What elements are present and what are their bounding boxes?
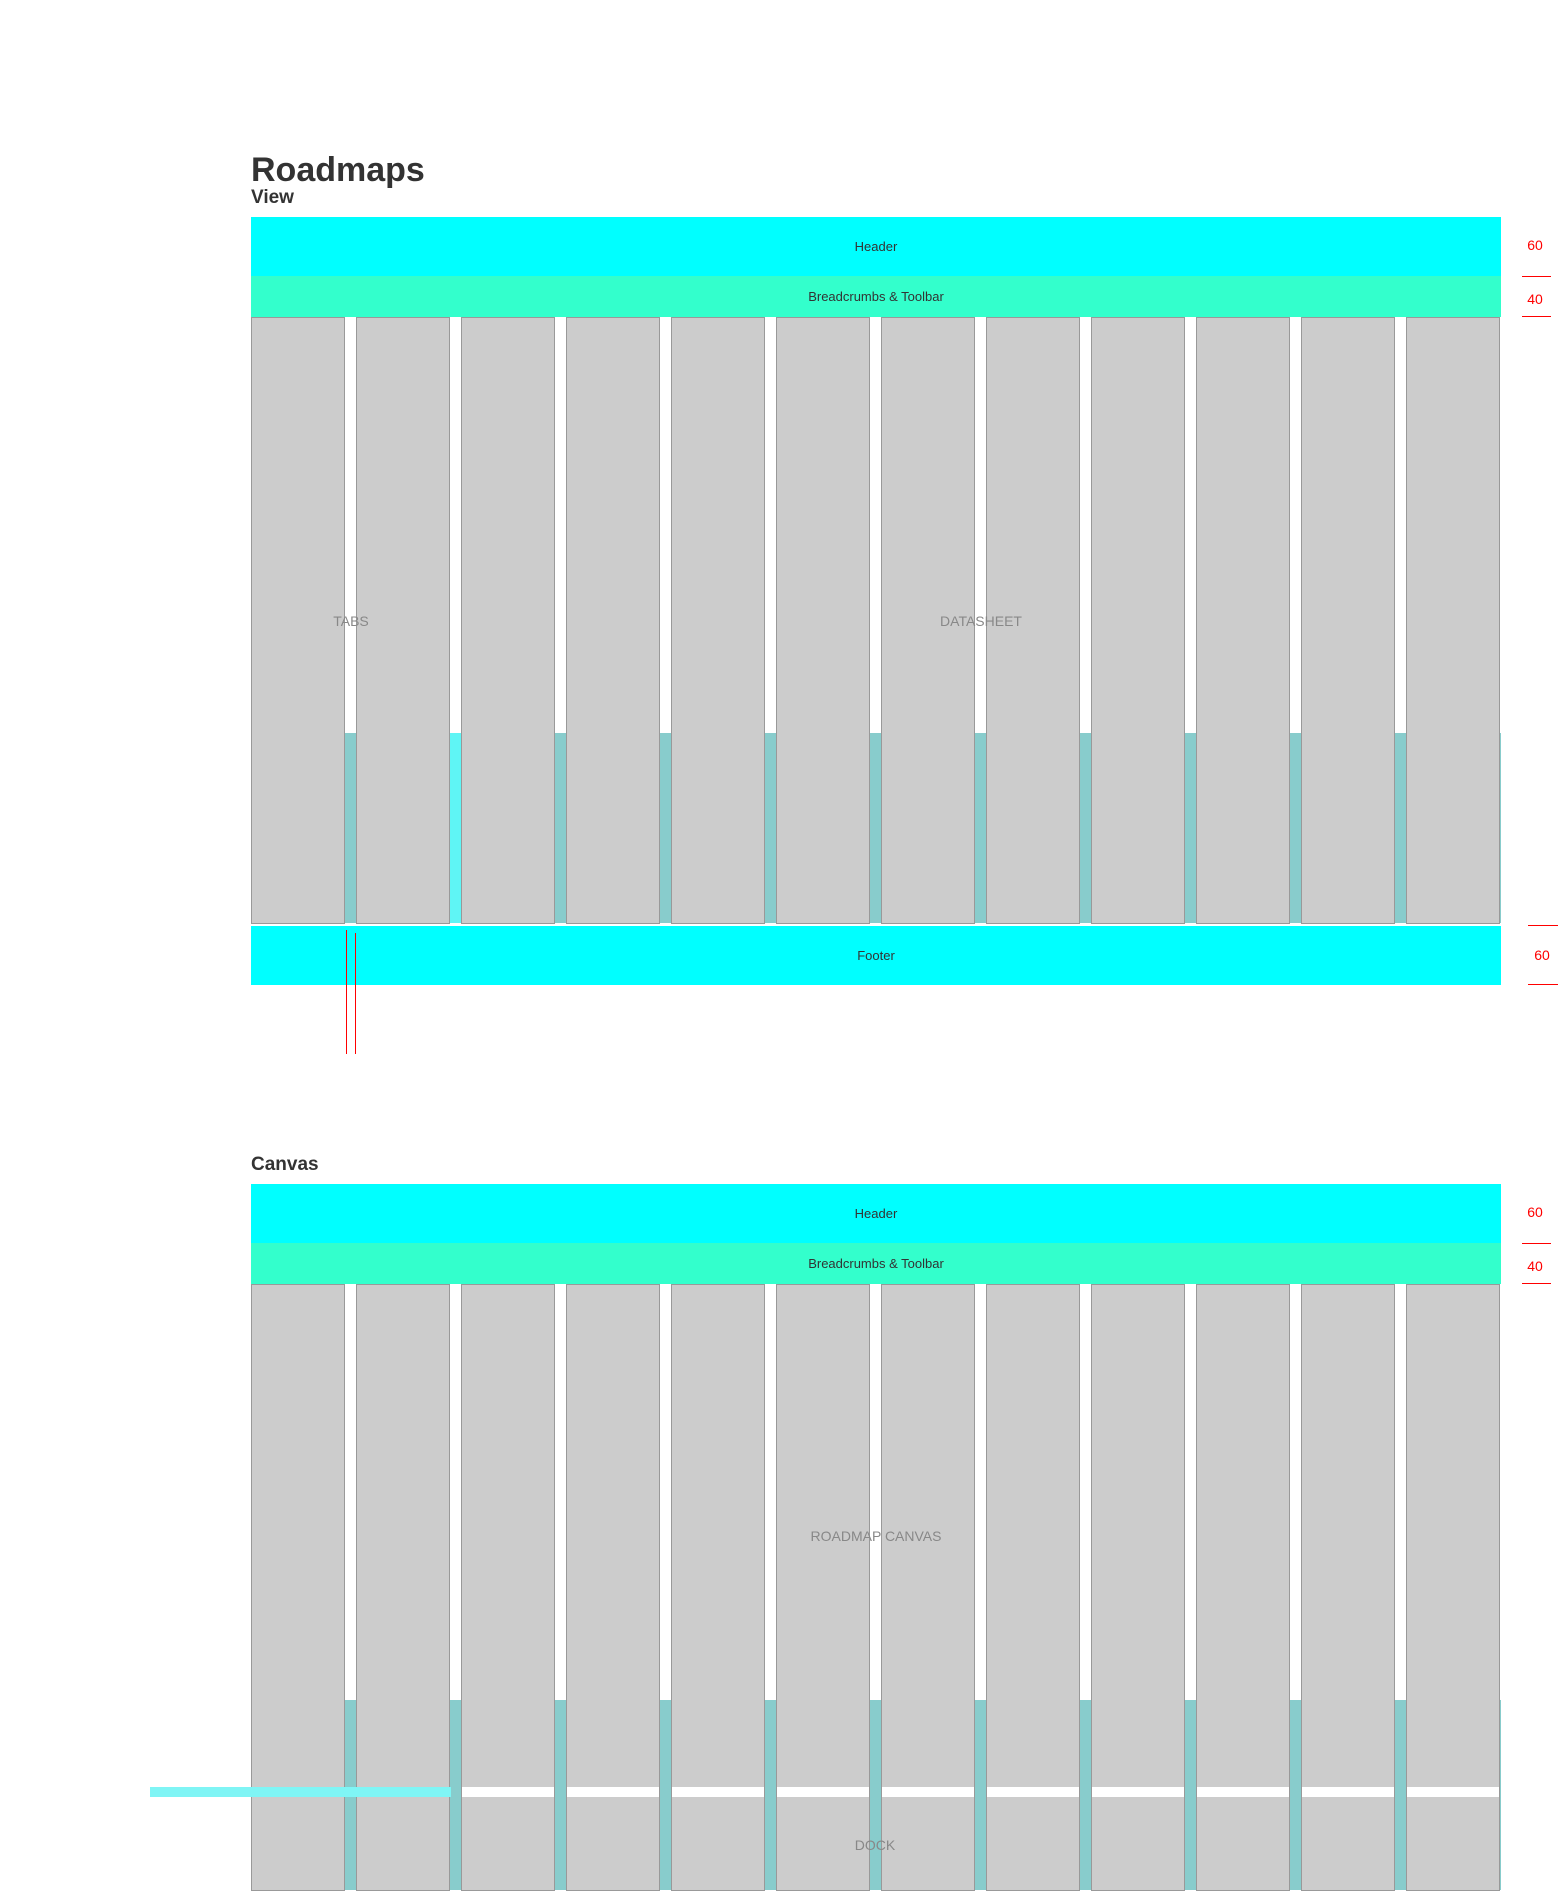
view-column-3 bbox=[461, 317, 555, 924]
view-column-5 bbox=[671, 317, 765, 924]
view-footer-label: Footer bbox=[857, 948, 895, 963]
view-breadcrumbs-dimension-line bbox=[1522, 316, 1551, 317]
view-column-9 bbox=[1091, 317, 1185, 924]
canvas-column-2 bbox=[356, 1284, 450, 1891]
dock-divider-segment bbox=[777, 1787, 869, 1797]
dock-divider-segment bbox=[1302, 1787, 1394, 1797]
canvas-column-6 bbox=[776, 1284, 870, 1891]
view-footer-top-dimension-line bbox=[1528, 925, 1558, 926]
view-column-11 bbox=[1301, 317, 1395, 924]
view-footer-region: Footer bbox=[251, 926, 1501, 985]
canvas-breadcrumbs-dimension-line bbox=[1522, 1283, 1551, 1284]
view-header-height-label: 60 bbox=[1527, 237, 1543, 253]
view-tabs-divider bbox=[450, 317, 461, 733]
dock-divider-segment bbox=[567, 1787, 659, 1797]
dock-divider-segment bbox=[672, 1787, 764, 1797]
canvas-header-height-label: 60 bbox=[1527, 1204, 1543, 1220]
dock-divider-segment bbox=[882, 1787, 974, 1797]
view-datasheet-label: DATASHEET bbox=[940, 613, 1022, 629]
page-title: Roadmaps bbox=[251, 151, 425, 189]
view-gutter-marker-left bbox=[346, 930, 347, 1054]
canvas-column-3 bbox=[461, 1284, 555, 1891]
view-column-12 bbox=[1406, 317, 1500, 924]
view-column-10 bbox=[1196, 317, 1290, 924]
view-header-region: Header bbox=[251, 217, 1501, 276]
canvas-column-10 bbox=[1196, 1284, 1290, 1891]
dock-divider-segment bbox=[1197, 1787, 1289, 1797]
canvas-column-12 bbox=[1406, 1284, 1500, 1891]
canvas-column-9 bbox=[1091, 1284, 1185, 1891]
view-footer-bottom-dimension-line bbox=[1528, 984, 1558, 985]
canvas-column-11 bbox=[1301, 1284, 1395, 1891]
canvas-column-7 bbox=[881, 1284, 975, 1891]
view-breadcrumbs-height-label: 40 bbox=[1527, 291, 1543, 307]
canvas-column-8 bbox=[986, 1284, 1080, 1891]
view-column-8 bbox=[986, 317, 1080, 924]
view-section-title: View bbox=[251, 187, 294, 208]
canvas-header-label: Header bbox=[854, 1206, 898, 1221]
canvas-column-4 bbox=[566, 1284, 660, 1891]
canvas-section-title: Canvas bbox=[251, 1154, 319, 1175]
view-column-1 bbox=[251, 317, 345, 924]
canvas-column-5 bbox=[671, 1284, 765, 1891]
dock-divider-segment bbox=[1092, 1787, 1184, 1797]
canvas-gutter-band bbox=[251, 1700, 1501, 1890]
view-header-label: Header bbox=[854, 239, 898, 254]
dock-divider-segment bbox=[987, 1787, 1079, 1797]
view-breadcrumbs-label: Breadcrumbs & Toolbar bbox=[808, 289, 944, 304]
canvas-breadcrumbs-height-label: 40 bbox=[1527, 1258, 1543, 1274]
canvas-breadcrumbs-label: Breadcrumbs & Toolbar bbox=[808, 1256, 944, 1271]
view-column-4 bbox=[566, 317, 660, 924]
view-column-7 bbox=[881, 317, 975, 924]
canvas-header-region: Header bbox=[251, 1184, 1501, 1243]
view-breadcrumbs-toolbar-region: Breadcrumbs & Toolbar bbox=[251, 276, 1501, 317]
dock-divider-segment bbox=[1407, 1787, 1499, 1797]
canvas-header-dimension-line bbox=[1522, 1243, 1551, 1244]
dock-divider-segment bbox=[462, 1787, 554, 1797]
canvas-roadmap-label: ROADMAP CANVAS bbox=[810, 1528, 942, 1544]
canvas-dock-label: DOCK bbox=[854, 1837, 896, 1853]
view-column-2 bbox=[356, 317, 450, 924]
view-tabs-divider-band bbox=[450, 733, 461, 923]
view-tabs-label: TABS bbox=[333, 613, 369, 629]
dock-expand-bar bbox=[150, 1787, 451, 1797]
canvas-breadcrumbs-toolbar-region: Breadcrumbs & Toolbar bbox=[251, 1243, 1501, 1284]
view-header-dimension-line bbox=[1522, 276, 1551, 277]
view-footer-height-label: 60 bbox=[1534, 947, 1550, 963]
view-gutter-marker-right bbox=[355, 933, 356, 1054]
canvas-column-1 bbox=[251, 1284, 345, 1891]
view-column-6 bbox=[776, 317, 870, 924]
